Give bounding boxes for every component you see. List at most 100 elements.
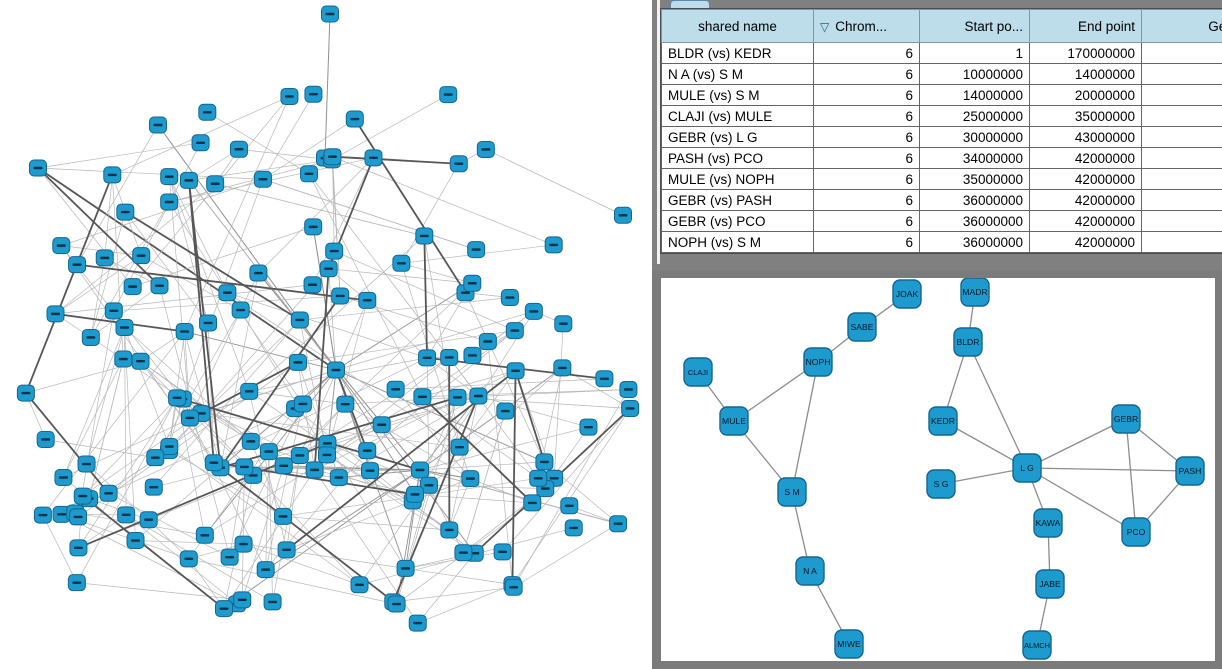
table-cell[interactable]: 9.9 bbox=[1141, 231, 1222, 253]
overview-edge[interactable] bbox=[262, 118, 355, 180]
node-kawa[interactable]: KAWA bbox=[1033, 508, 1063, 538]
overview-node[interactable] bbox=[280, 87, 299, 105]
overview-node[interactable] bbox=[234, 535, 253, 553]
overview-edge[interactable] bbox=[201, 413, 460, 448]
overview-node[interactable] bbox=[463, 274, 482, 292]
overview-edge[interactable] bbox=[243, 543, 360, 586]
overview-edge[interactable] bbox=[227, 292, 428, 359]
table-cell[interactable]: GEBR (vs) L G bbox=[661, 126, 814, 148]
overview-node[interactable] bbox=[408, 614, 427, 632]
overview-edge[interactable] bbox=[265, 403, 304, 570]
edge-LG-GEBR[interactable] bbox=[1026, 418, 1127, 469]
overview-node[interactable] bbox=[406, 485, 425, 503]
table-row[interactable]: CLAJI (vs) MULE625000000350000005.9 bbox=[661, 105, 1222, 127]
overview-node[interactable] bbox=[564, 519, 583, 537]
overview-node[interactable] bbox=[206, 175, 225, 193]
overview-edge[interactable] bbox=[90, 211, 126, 338]
overview-edge[interactable] bbox=[229, 403, 304, 558]
overview-node[interactable] bbox=[504, 578, 523, 596]
overview-edge[interactable] bbox=[422, 370, 516, 398]
column-header-end-point[interactable]: End point bbox=[1029, 9, 1142, 43]
table-cell[interactable]: 36000000 bbox=[919, 210, 1030, 232]
overview-node[interactable] bbox=[529, 469, 548, 487]
overview-edge[interactable] bbox=[188, 558, 397, 605]
overview-node[interactable] bbox=[16, 384, 35, 402]
overview-node[interactable] bbox=[29, 159, 47, 177]
overview-node[interactable] bbox=[220, 548, 239, 566]
table-cell[interactable]: GEBR (vs) PASH bbox=[661, 189, 814, 211]
overview-edge[interactable] bbox=[448, 478, 471, 531]
overview-edge[interactable] bbox=[502, 408, 631, 553]
overview-edge[interactable] bbox=[417, 553, 476, 624]
overview-node[interactable] bbox=[274, 457, 293, 475]
overview-node[interactable] bbox=[290, 311, 309, 329]
overview-edge[interactable] bbox=[338, 395, 479, 478]
overview-edge[interactable] bbox=[334, 250, 515, 331]
overview-edge[interactable] bbox=[421, 396, 533, 504]
overview-edge[interactable] bbox=[262, 178, 477, 250]
filter-icon[interactable]: ▽ bbox=[820, 19, 830, 34]
overview-edge[interactable] bbox=[55, 284, 313, 315]
overview-node[interactable] bbox=[331, 287, 350, 305]
table-cell[interactable]: 6 bbox=[813, 84, 920, 106]
overview-node[interactable] bbox=[104, 302, 123, 320]
table-cell[interactable]: 42000000 bbox=[1029, 210, 1142, 232]
node-bldr[interactable]: BLDR bbox=[953, 327, 983, 357]
table-cell[interactable]: 10000000 bbox=[919, 63, 1030, 85]
edge-LG-PCO[interactable] bbox=[1026, 467, 1137, 533]
table-cell[interactable]: N A (vs) S M bbox=[661, 63, 814, 85]
overview-node[interactable] bbox=[114, 350, 133, 368]
table-cell[interactable]: 6 bbox=[813, 168, 920, 190]
node-madr[interactable]: MADR bbox=[960, 278, 990, 307]
overview-edge[interactable] bbox=[328, 268, 473, 284]
overview-edge[interactable] bbox=[470, 478, 533, 504]
overview-edge[interactable] bbox=[313, 268, 330, 470]
overview-edge[interactable] bbox=[168, 450, 284, 517]
overview-node[interactable] bbox=[274, 507, 293, 525]
overview-node[interactable] bbox=[52, 237, 71, 255]
overview-node[interactable] bbox=[288, 353, 307, 371]
table-cell[interactable]: 14000000 bbox=[1029, 63, 1142, 85]
overview-node[interactable] bbox=[350, 576, 369, 594]
overview-node[interactable] bbox=[609, 515, 628, 533]
table-tab[interactable] bbox=[670, 0, 710, 10]
overview-edge[interactable] bbox=[428, 484, 546, 489]
overview-node[interactable] bbox=[240, 382, 259, 400]
overview-node[interactable] bbox=[614, 206, 633, 224]
table-cell[interactable]: 192.0 bbox=[1141, 42, 1222, 64]
overview-node[interactable] bbox=[360, 462, 379, 480]
overview-node[interactable] bbox=[321, 5, 339, 23]
detail-network-canvas[interactable]: JOAK MADR SABE BLDR NOPH CLAJI KEDR GEBR MULE L G… bbox=[661, 278, 1215, 661]
overview-node[interactable] bbox=[277, 541, 296, 559]
overview-node[interactable] bbox=[33, 506, 52, 524]
overview-node[interactable] bbox=[218, 284, 237, 302]
overview-edge[interactable] bbox=[327, 443, 430, 486]
overview-edge[interactable] bbox=[88, 358, 124, 499]
overview-edge[interactable] bbox=[82, 495, 225, 610]
overview-edge[interactable] bbox=[188, 558, 225, 609]
table-cell[interactable]: 43000000 bbox=[1029, 126, 1142, 148]
overview-node[interactable] bbox=[131, 352, 150, 370]
overview-edge[interactable] bbox=[335, 311, 534, 371]
overview-edge[interactable] bbox=[514, 370, 546, 463]
table-cell[interactable]: 25000000 bbox=[919, 105, 1030, 127]
overview-edge[interactable] bbox=[326, 300, 368, 456]
table-cell[interactable]: PASH (vs) PCO bbox=[661, 147, 814, 169]
overview-edge[interactable] bbox=[76, 397, 178, 583]
overview-edge[interactable] bbox=[401, 262, 473, 284]
overview-node[interactable] bbox=[595, 370, 614, 388]
overview-edge[interactable] bbox=[405, 551, 503, 569]
overview-node[interactable] bbox=[535, 453, 554, 471]
table-cell[interactable]: 14000000 bbox=[919, 84, 1030, 106]
overview-node[interactable] bbox=[463, 346, 482, 364]
overview-edge[interactable] bbox=[405, 568, 513, 586]
overview-node[interactable] bbox=[231, 301, 250, 319]
overview-node[interactable] bbox=[440, 521, 459, 539]
overview-edge[interactable] bbox=[204, 424, 382, 536]
overview-node[interactable] bbox=[413, 388, 432, 406]
overview-edge[interactable] bbox=[332, 156, 335, 252]
overview-node[interactable] bbox=[235, 458, 254, 476]
overview-edge[interactable] bbox=[463, 410, 506, 553]
overview-node[interactable] bbox=[81, 328, 100, 346]
overview-network-canvas[interactable] bbox=[0, 0, 652, 669]
